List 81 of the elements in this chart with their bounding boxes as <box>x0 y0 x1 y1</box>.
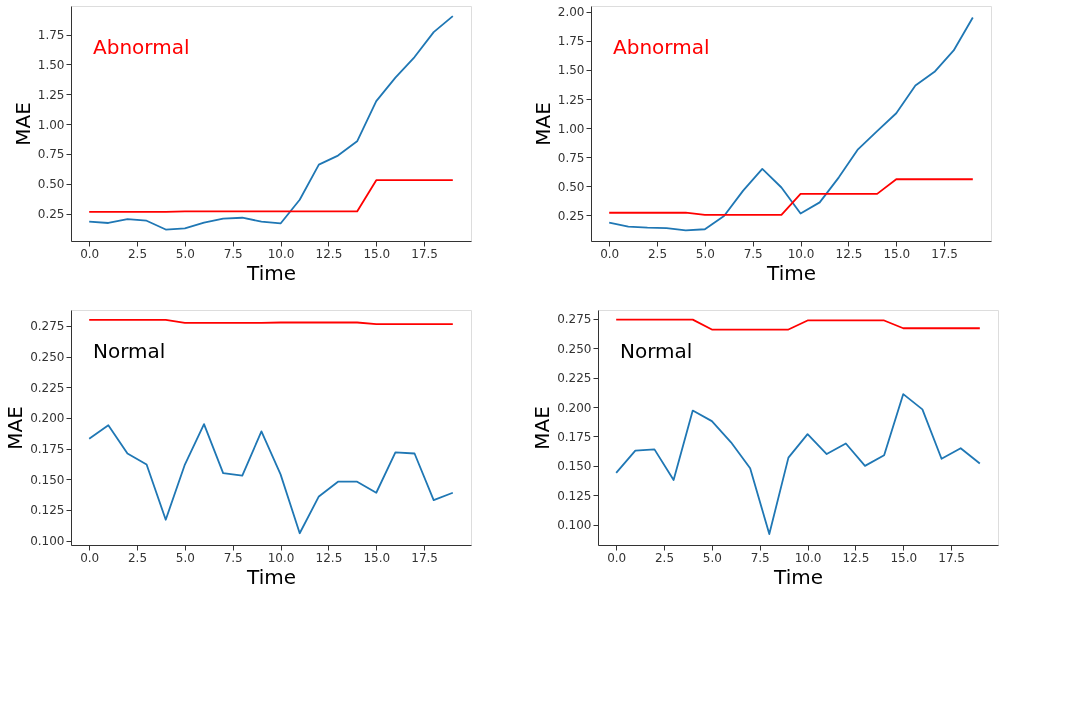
x-tick-label: 2.5 <box>654 550 675 565</box>
x-tick-label: 5.0 <box>702 550 722 565</box>
y-tick-label: 0.225 <box>557 371 592 386</box>
x-tick-label: 5.0 <box>695 246 715 261</box>
line-series <box>615 393 981 535</box>
y-tick-label: 2.00 <box>557 5 585 20</box>
x-tick-label: 17.5 <box>411 246 438 261</box>
y-tick-label: 1.00 <box>557 121 585 136</box>
x-tick-label: 7.5 <box>223 550 243 565</box>
y-tick-label: 0.175 <box>557 429 592 444</box>
x-tick-label: 0.0 <box>600 246 620 261</box>
x-axis-title: Time <box>246 260 296 285</box>
y-tick-label: 1.75 <box>557 34 585 49</box>
y-tick-label: 0.175 <box>30 442 65 457</box>
x-tick-label: 17.5 <box>411 550 438 565</box>
line-series <box>608 16 974 232</box>
annotation: Abnormal <box>613 35 710 59</box>
y-tick-label: 0.275 <box>30 319 65 334</box>
y-tick-label: 0.225 <box>30 380 65 395</box>
x-tick-label: 7.5 <box>750 550 770 565</box>
y-tick-label: 0.75 <box>557 150 585 165</box>
y-tick-label: 0.50 <box>37 177 65 192</box>
x-tick-label: 0.0 <box>80 550 100 565</box>
x-tick-label: 10.0 <box>267 246 295 261</box>
y-tick-label: 0.50 <box>557 179 585 194</box>
line-series <box>88 423 454 535</box>
x-tick-label: 7.5 <box>743 246 763 261</box>
y-axis-title: MAE <box>530 406 555 450</box>
x-tick-label: 12.5 <box>842 550 870 565</box>
x-tick-label: 17.5 <box>931 246 958 261</box>
y-axis-title: MAE <box>10 102 35 146</box>
y-tick-label: 0.250 <box>30 350 65 365</box>
x-axis-title: Time <box>766 260 816 285</box>
x-tick-label: 2.5 <box>127 550 148 565</box>
x-tick-label: 15.0 <box>363 246 391 261</box>
x-axis-title: Time <box>246 564 296 589</box>
y-tick-label: 0.200 <box>557 400 592 415</box>
y-tick-label: 0.125 <box>30 503 65 518</box>
annotation: Normal <box>93 339 166 363</box>
x-tick-label: 15.0 <box>883 246 911 261</box>
x-tick-label: 17.5 <box>938 550 965 565</box>
y-tick-label: 0.150 <box>30 472 65 487</box>
x-tick-label: 0.0 <box>607 550 627 565</box>
y-axis-title: MAE <box>530 102 555 146</box>
x-tick-label: 10.0 <box>267 550 295 565</box>
y-axis-title: MAE <box>3 406 28 450</box>
x-tick-label: 5.0 <box>175 550 195 565</box>
y-tick-label: 0.75 <box>37 147 65 162</box>
x-tick-label: 12.5 <box>835 246 863 261</box>
x-tick-label: 2.5 <box>127 246 148 261</box>
y-tick-label: 0.125 <box>557 488 592 503</box>
line-series <box>615 318 981 331</box>
y-tick-label: 0.25 <box>37 207 65 222</box>
y-tick-label: 1.25 <box>37 87 65 102</box>
y-tick-label: 0.250 <box>557 341 592 356</box>
y-tick-label: 0.25 <box>557 208 585 223</box>
x-tick-label: 12.5 <box>315 246 343 261</box>
y-tick-label: 0.100 <box>557 518 592 533</box>
x-tick-label: 0.0 <box>80 246 100 261</box>
y-tick-label: 1.00 <box>37 117 65 132</box>
annotation: Normal <box>620 339 693 363</box>
x-tick-label: 10.0 <box>787 246 815 261</box>
x-tick-label: 15.0 <box>363 550 391 565</box>
x-tick-label: 15.0 <box>890 550 918 565</box>
annotation: Abnormal <box>93 35 190 59</box>
y-tick-label: 1.50 <box>557 63 585 78</box>
y-tick-label: 1.50 <box>37 57 65 72</box>
x-axis-title: Time <box>773 564 823 589</box>
y-tick-label: 0.275 <box>557 312 592 327</box>
y-tick-label: 1.25 <box>557 92 585 107</box>
line-series <box>608 178 974 216</box>
line-series <box>88 15 454 231</box>
x-tick-label: 5.0 <box>175 246 195 261</box>
y-tick-label: 1.75 <box>37 28 65 43</box>
y-tick-label: 0.100 <box>30 534 65 549</box>
x-tick-label: 2.5 <box>647 246 668 261</box>
y-tick-label: 0.150 <box>557 459 592 474</box>
x-tick-label: 7.5 <box>223 246 243 261</box>
x-tick-label: 10.0 <box>794 550 822 565</box>
y-tick-label: 0.200 <box>30 411 65 426</box>
x-tick-label: 12.5 <box>315 550 343 565</box>
